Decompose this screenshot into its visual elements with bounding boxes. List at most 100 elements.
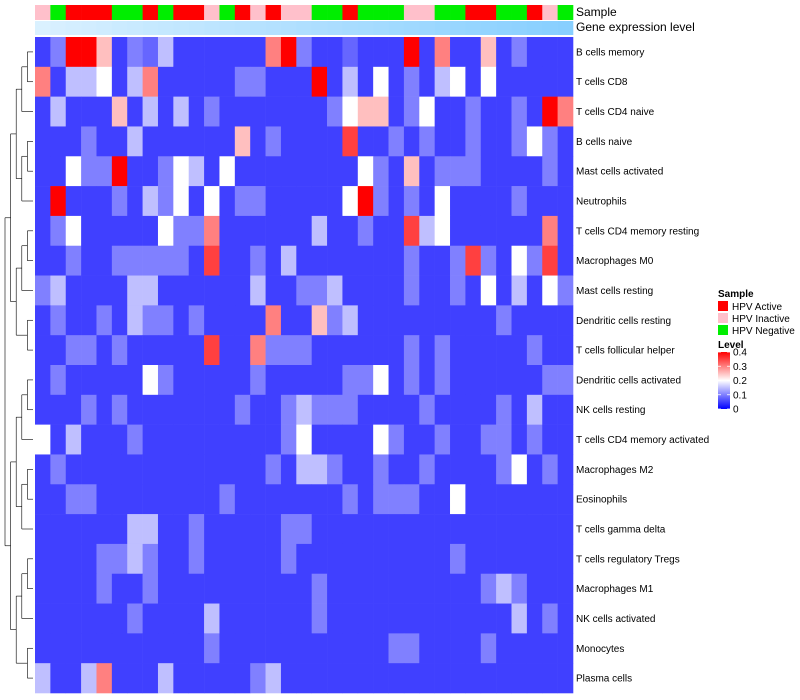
- heatmap-cell: [403, 365, 420, 396]
- gene-expression-annotation-cell: [373, 21, 389, 35]
- sample-annotation-cell: [250, 5, 266, 20]
- sample-annotation-cell: [280, 5, 297, 20]
- heatmap-cell: [526, 66, 543, 97]
- heatmap-cell: [327, 514, 343, 545]
- heatmap-cell: [357, 394, 374, 425]
- heatmap-cell: [327, 66, 343, 97]
- gene-expression-annotation-cell: [342, 21, 359, 35]
- heatmap-cell: [173, 156, 190, 187]
- heatmap-cell: [35, 603, 51, 634]
- heatmap-cell: [311, 96, 328, 127]
- heatmap-cell: [342, 305, 359, 336]
- heatmap-cell: [496, 365, 512, 396]
- heatmap-cell: [204, 663, 220, 694]
- heatmap-cell: [496, 186, 512, 217]
- sample-annotation-cell: [342, 5, 359, 20]
- heatmap-cell: [265, 514, 282, 545]
- heatmap-cell: [388, 514, 405, 545]
- heatmap-cell: [542, 245, 558, 276]
- heatmap-cell: [250, 454, 266, 485]
- heatmap-cell: [111, 424, 128, 455]
- heatmap-cell: [142, 37, 159, 68]
- heatmap-cell: [204, 424, 220, 455]
- heatmap-cell: [342, 275, 359, 306]
- heatmap-cell: [296, 66, 312, 97]
- heatmap-cell: [173, 96, 190, 127]
- heatmap-cell: [81, 514, 97, 545]
- heatmap-cell: [127, 126, 143, 157]
- heatmap-cell: [373, 245, 389, 276]
- heatmap-cell: [234, 633, 251, 664]
- gene-expression-annotation-cell: [327, 21, 343, 35]
- heatmap-cell: [234, 37, 251, 68]
- heatmap-cell: [557, 394, 574, 425]
- heatmap-cell: [250, 603, 266, 634]
- heatmap-cell: [511, 96, 528, 127]
- heatmap-cell: [357, 215, 374, 247]
- sample-annotation-cell: [327, 5, 343, 20]
- heatmap-cell: [450, 335, 466, 366]
- heatmap-cell: [157, 484, 174, 515]
- heatmap-cell: [250, 633, 266, 664]
- heatmap-cell: [342, 394, 359, 425]
- heatmap-cell: [81, 543, 97, 575]
- heatmap-cell: [127, 394, 143, 425]
- heatmap-cell: [403, 573, 420, 604]
- heatmap-cell: [373, 633, 389, 664]
- heatmap-cell: [188, 603, 205, 634]
- sample-annotation-cell: [419, 5, 435, 20]
- heatmap-cell: [311, 394, 328, 425]
- row-label: Dendritic cells activated: [576, 375, 681, 386]
- heatmap-cell: [342, 454, 359, 485]
- heatmap-cell: [465, 663, 482, 694]
- heatmap-cell: [480, 335, 497, 366]
- heatmap-cell: [127, 96, 143, 127]
- heatmap-cell: [127, 335, 143, 366]
- heatmap-cell: [434, 126, 451, 157]
- heatmap-cell: [188, 305, 205, 336]
- heatmap-cell: [157, 633, 174, 664]
- heatmap-cell: [234, 96, 251, 127]
- heatmap-cell: [127, 663, 143, 694]
- heatmap-cell: [296, 156, 312, 187]
- heatmap-cell: [419, 305, 435, 336]
- row-label: Eosinophils: [576, 495, 627, 506]
- heatmap-cell: [219, 394, 236, 425]
- heatmap-cell: [557, 573, 574, 604]
- heatmap-cell: [511, 126, 528, 157]
- heatmap-cell: [357, 603, 374, 634]
- heatmap-cell: [526, 245, 543, 276]
- heatmap-cell: [265, 543, 282, 575]
- heatmap-cell: [265, 484, 282, 515]
- heatmap-cell: [265, 275, 282, 306]
- row-label: T cells CD4 naive: [576, 107, 655, 118]
- heatmap-cell: [480, 603, 497, 634]
- heatmap-cell: [157, 603, 174, 634]
- heatmap-cell: [419, 37, 435, 68]
- heatmap-cells: [35, 37, 574, 694]
- heatmap-cell: [342, 484, 359, 515]
- heatmap-cell: [35, 96, 51, 127]
- heatmap-cell: [35, 305, 51, 336]
- heatmap-cell: [434, 573, 451, 604]
- heatmap-cell: [188, 275, 205, 306]
- heatmap-cell: [465, 335, 482, 366]
- heatmap-cell: [296, 305, 312, 336]
- heatmap-cell: [188, 424, 205, 455]
- gene-expression-annotation-cell: [511, 21, 528, 35]
- heatmap-cell: [234, 484, 251, 515]
- heatmap-cell: [403, 394, 420, 425]
- heatmap-cell: [81, 245, 97, 276]
- heatmap-cell: [542, 543, 558, 575]
- heatmap-cell: [96, 603, 113, 634]
- heatmap-cell: [219, 633, 236, 664]
- heatmap-cell: [35, 126, 51, 157]
- heatmap-cell: [35, 454, 51, 485]
- heatmap-cell: [327, 156, 343, 187]
- heatmap-cell: [557, 305, 574, 336]
- heatmap-cell: [480, 514, 497, 545]
- sample-annotation-cell: [496, 5, 512, 20]
- heatmap-cell: [542, 186, 558, 217]
- heatmap-cell: [342, 603, 359, 634]
- heatmap-cell: [219, 663, 236, 694]
